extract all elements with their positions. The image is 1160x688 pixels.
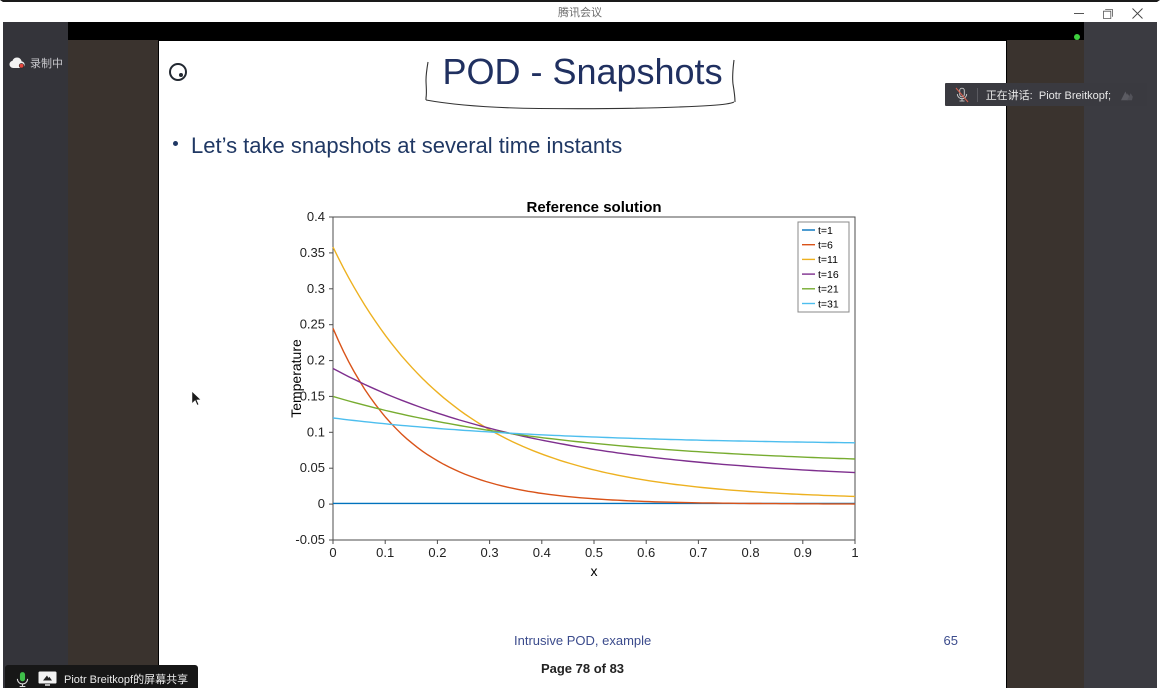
svg-text:1: 1 [851,545,858,560]
svg-text:0.2: 0.2 [428,545,446,560]
svg-text:t=21: t=21 [818,284,839,296]
svg-text:0.2: 0.2 [307,353,325,368]
svg-text:-0.05: -0.05 [295,532,325,547]
svg-text:0.1: 0.1 [376,545,394,560]
svg-text:0.9: 0.9 [794,545,812,560]
svg-text:x: x [591,563,598,579]
svg-text:0.6: 0.6 [637,545,655,560]
svg-text:0.35: 0.35 [300,245,325,260]
svg-text:0.4: 0.4 [307,209,325,224]
svg-text:t=1: t=1 [818,225,833,237]
svg-text:0: 0 [329,545,336,560]
svg-text:t=11: t=11 [818,254,838,266]
svg-text:0.4: 0.4 [533,545,551,560]
svg-text:0.1: 0.1 [307,424,325,439]
svg-text:Temperature: Temperature [288,339,304,418]
svg-text:0.7: 0.7 [689,545,707,560]
svg-text:0.8: 0.8 [742,545,760,560]
svg-text:0: 0 [318,496,325,511]
svg-text:0.25: 0.25 [300,317,325,332]
svg-text:t=6: t=6 [818,240,833,252]
svg-text:0.05: 0.05 [300,460,325,475]
svg-text:0.3: 0.3 [307,281,325,296]
svg-text:t=31: t=31 [818,298,839,310]
svg-text:0.5: 0.5 [585,545,603,560]
svg-text:t=16: t=16 [818,269,839,281]
svg-text:0.3: 0.3 [481,545,499,560]
